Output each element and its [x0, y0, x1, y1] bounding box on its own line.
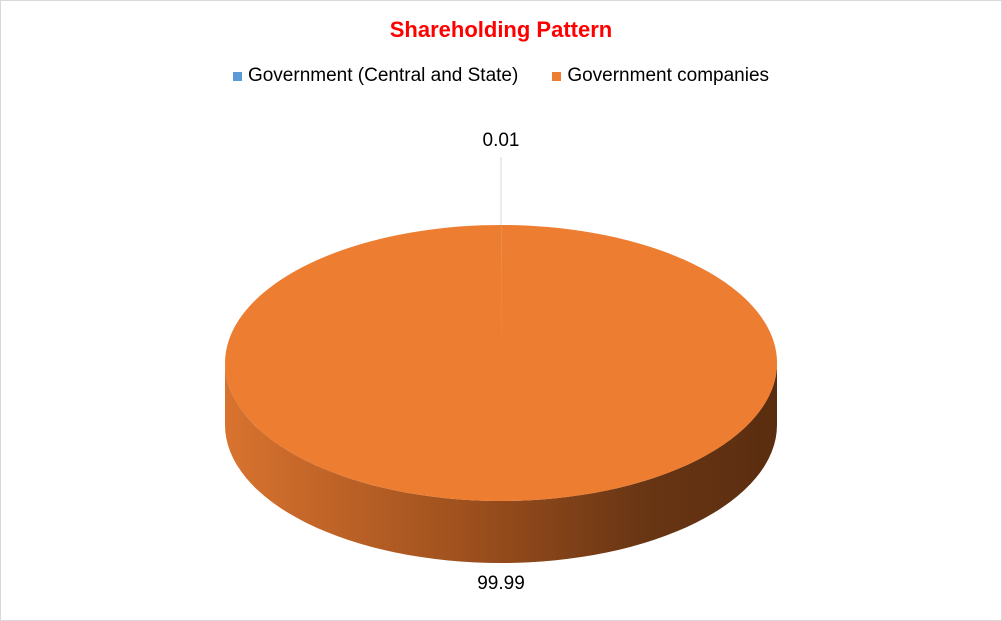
pie-slice-government-companies[interactable] [225, 225, 778, 502]
legend-label-government-companies: Government companies [567, 65, 770, 86]
data-label-government-companies: 99.99 [477, 573, 525, 594]
legend-item-government-central-state[interactable]: Government (Central and State) [232, 65, 519, 87]
legend-item-government-companies[interactable]: Government companies [552, 65, 769, 87]
pie-side-wall [225, 363, 777, 563]
legend-label-government-central-state: Government (Central and State) [247, 65, 519, 86]
chart-legend: Government (Central and State) Governmen… [1, 65, 1001, 87]
chart-title: Shareholding Pattern [389, 17, 613, 42]
legend-swatch-government-central-state [232, 71, 242, 81]
data-label-government-central-state: 0.01 [483, 130, 520, 151]
legend-swatch-government-companies [552, 71, 562, 81]
